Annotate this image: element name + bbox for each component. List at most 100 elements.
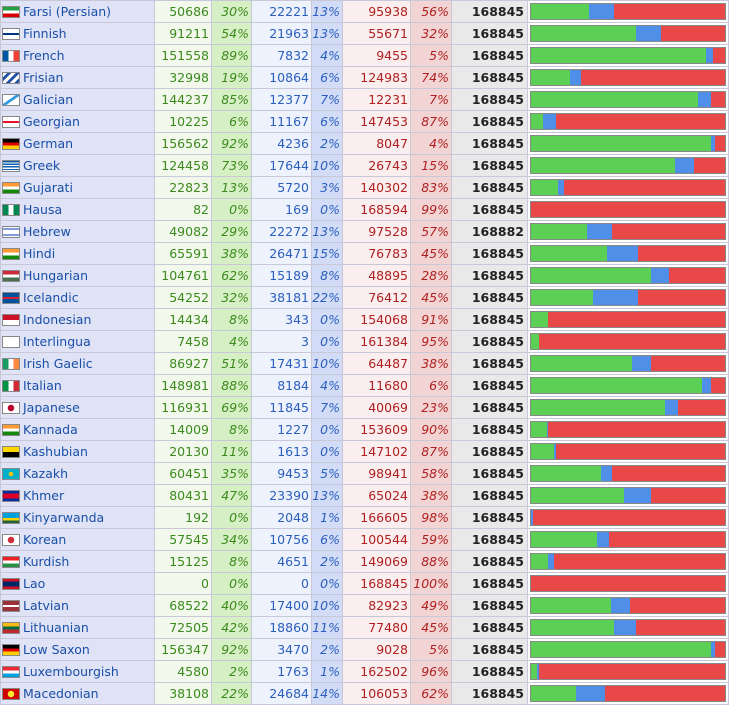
language-link[interactable]: Icelandic (23, 290, 79, 305)
language-link[interactable]: Hausa (23, 202, 63, 217)
language-link[interactable]: Greek (23, 158, 61, 173)
language-link[interactable]: Galician (23, 92, 74, 107)
indonesia-flag-icon (2, 314, 20, 326)
translated-count: 156562 (154, 132, 212, 155)
language-cell: Frisian (0, 66, 155, 89)
table-row: Luxembourgish 4580 2% 1763 1% 162502 96%… (0, 660, 729, 683)
language-link[interactable]: Kazakh (23, 466, 69, 481)
translated-count: 144237 (154, 88, 212, 111)
language-link[interactable]: Korean (23, 532, 67, 547)
untranslated-percent: 58% (410, 462, 452, 485)
fuzzy-count: 2048 (251, 506, 312, 529)
translated-percent: 47% (211, 484, 252, 507)
fuzzy-count: 343 (251, 308, 312, 331)
untranslated-count: 48895 (342, 264, 411, 287)
kurdistan-flag-icon (2, 556, 20, 568)
language-link[interactable]: Kannada (23, 422, 78, 437)
translated-segment (531, 422, 547, 437)
language-link[interactable]: Khmer (23, 488, 65, 503)
fuzzy-count: 26471 (251, 242, 312, 265)
progress-bar (530, 487, 726, 504)
total-count: 168845 (451, 110, 528, 133)
untranslated-segment (531, 202, 725, 217)
translated-percent: 73% (211, 154, 252, 177)
fuzzy-segment (635, 26, 661, 41)
language-link[interactable]: Luxembourgish (23, 664, 119, 679)
fuzzy-count: 38181 (251, 286, 312, 309)
fuzzy-segment (631, 356, 652, 371)
language-link[interactable]: French (23, 48, 65, 63)
translated-count: 60451 (154, 462, 212, 485)
translated-count: 20130 (154, 440, 212, 463)
translated-count: 65591 (154, 242, 212, 265)
language-link[interactable]: Farsi (Persian) (23, 4, 112, 19)
language-link[interactable]: Hindi (23, 246, 56, 261)
untranslated-count: 166605 (342, 506, 411, 529)
language-link[interactable]: Kurdish (23, 554, 70, 569)
language-link[interactable]: Lithuanian (23, 620, 89, 635)
untranslated-count: 153609 (342, 418, 411, 441)
fuzzy-count: 1763 (251, 660, 312, 683)
georgia-flag-icon (2, 116, 20, 128)
language-link[interactable]: Low Saxon (23, 642, 90, 657)
language-cell: Farsi (Persian) (0, 0, 155, 23)
fuzzy-segment (575, 686, 605, 701)
untranslated-percent: 56% (410, 0, 452, 23)
translated-count: 0 (154, 572, 212, 595)
language-link[interactable]: Interlingua (23, 334, 91, 349)
untranslated-count: 147102 (342, 440, 411, 463)
untranslated-percent: 15% (410, 154, 452, 177)
progress-bar-cell (527, 396, 729, 419)
table-row: Hausa 82 0% 169 0% 168594 99% 168845 (0, 198, 729, 221)
table-row: Hindi 65591 38% 26471 15% 76783 45% 1688… (0, 242, 729, 265)
translated-count: 86927 (154, 352, 212, 375)
language-link[interactable]: Hungarian (23, 268, 89, 283)
fuzzy-percent: 14% (311, 682, 343, 705)
untranslated-segment (563, 180, 725, 195)
language-link[interactable]: Gujarati (23, 180, 73, 195)
language-link[interactable]: Lao (23, 576, 46, 591)
language-link[interactable]: Frisian (23, 70, 64, 85)
israel-flag-icon (2, 226, 20, 238)
untranslated-segment (713, 48, 725, 63)
fuzzy-percent: 6% (311, 110, 343, 133)
fuzzy-percent: 6% (311, 66, 343, 89)
untranslated-percent: 49% (410, 594, 452, 617)
translated-count: 4580 (154, 660, 212, 683)
progress-bar-cell (527, 176, 729, 199)
untranslated-segment (548, 422, 725, 437)
interlingua-flag-icon (2, 336, 20, 348)
translated-segment (531, 466, 601, 481)
translated-count: 14009 (154, 418, 212, 441)
fuzzy-count: 4236 (251, 132, 312, 155)
progress-bar (530, 267, 726, 284)
translated-segment (531, 70, 570, 85)
language-link[interactable]: Georgian (23, 114, 80, 129)
progress-bar (530, 47, 726, 64)
translated-segment (531, 554, 549, 569)
language-link[interactable]: Italian (23, 378, 62, 393)
total-count: 168845 (451, 572, 528, 595)
translated-percent: 69% (211, 396, 252, 419)
total-count: 168845 (451, 594, 528, 617)
india-flag-icon (2, 424, 20, 436)
language-link[interactable]: Finnish (23, 26, 67, 41)
language-link[interactable]: German (23, 136, 74, 151)
progress-bar-cell (527, 352, 729, 375)
frisian-flag-icon (2, 72, 20, 84)
language-link[interactable]: Hebrew (23, 224, 71, 239)
language-link[interactable]: Latvian (23, 598, 69, 613)
fuzzy-segment (606, 246, 638, 261)
progress-bar-cell (527, 242, 729, 265)
language-link[interactable]: Irish Gaelic (23, 356, 93, 371)
language-link[interactable]: Kinyarwanda (23, 510, 105, 525)
language-link[interactable]: Japanese (23, 400, 80, 415)
language-link[interactable]: Macedonian (23, 686, 99, 701)
language-link[interactable]: Indonesian (23, 312, 92, 327)
translated-percent: 0% (211, 506, 252, 529)
table-row: German 156562 92% 4236 2% 8047 4% 168845 (0, 132, 729, 155)
language-link[interactable]: Kashubian (23, 444, 88, 459)
total-count: 168845 (451, 264, 528, 287)
finland-flag-icon (2, 28, 20, 40)
